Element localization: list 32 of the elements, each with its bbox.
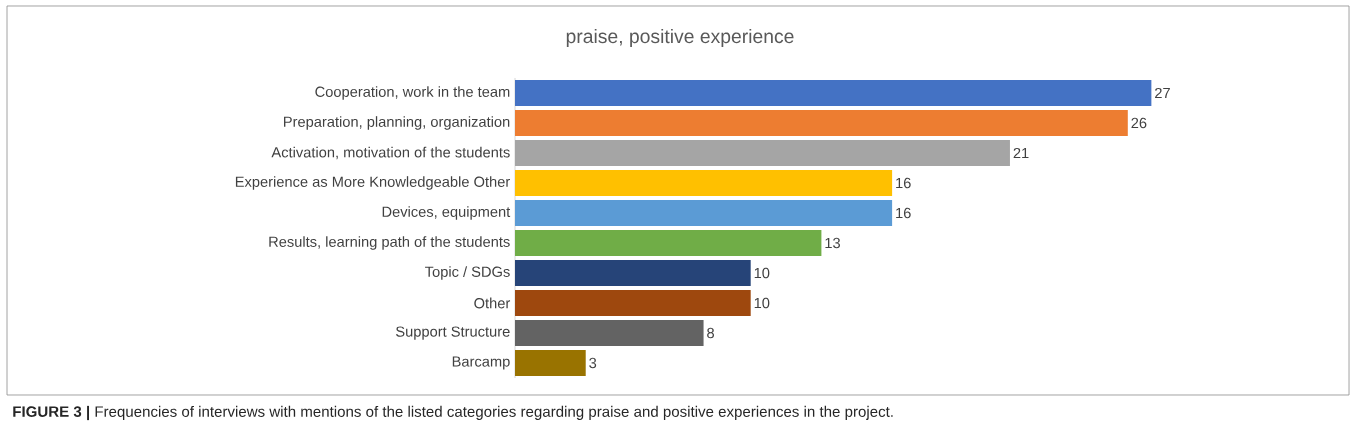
chart-title: praise, positive experience <box>566 28 794 48</box>
bar <box>515 350 586 376</box>
y-tick-label: Other <box>474 297 511 309</box>
data-label: 26 <box>1131 117 1147 129</box>
y-tick-label: Topic / SDGs <box>425 266 510 280</box>
data-label: 16 <box>896 207 911 219</box>
y-tick-label: Experience as More Knowledgeable Other <box>235 176 510 190</box>
bar <box>515 290 751 316</box>
y-tick-label: Devices, equipment <box>382 206 511 220</box>
bar <box>515 200 893 226</box>
data-label: 8 <box>707 327 714 339</box>
data-label: 3 <box>589 357 597 369</box>
bar <box>515 80 1152 106</box>
data-label: 16 <box>896 177 911 189</box>
text: FIGURE 3 | Frequencies of interviews with mentions of the listed categories regarding praise and positive experiences in the project. <box>13 405 893 421</box>
data-label: 13 <box>825 237 840 249</box>
bar <box>515 260 751 286</box>
bar <box>515 170 893 196</box>
data-label: 10 <box>754 297 770 309</box>
bar <box>515 109 1128 136</box>
y-tick-label: Results, learning path of the students <box>269 236 510 250</box>
y-tick-label: Cooperation, work in the team <box>315 86 510 100</box>
bar <box>515 230 822 256</box>
y-tick-label: Support Structure <box>396 326 510 340</box>
data-label: 21 <box>1013 147 1029 159</box>
bar <box>515 320 704 346</box>
bar <box>515 140 1010 166</box>
y-tick-label: Activation, motivation of the students <box>271 146 510 160</box>
y-tick-label: Preparation, planning, organization <box>284 116 510 130</box>
data-label: 10 <box>754 267 770 279</box>
data-label: 27 <box>1155 87 1170 99</box>
y-tick-label: Barcamp <box>452 356 510 370</box>
